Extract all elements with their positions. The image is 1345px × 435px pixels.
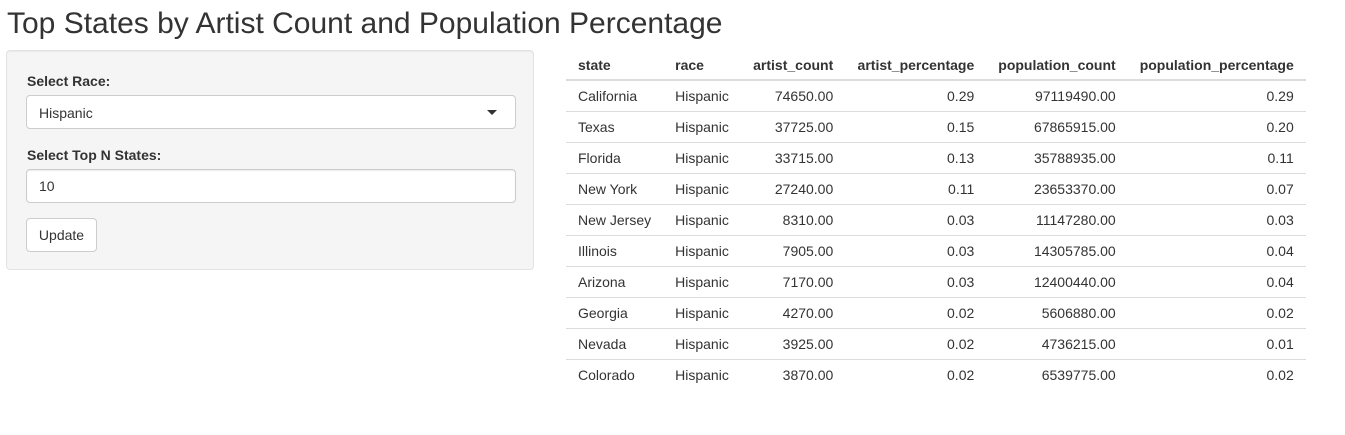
cell-artist-count: 27240.00 xyxy=(741,173,846,205)
cell-population-count: 67865915.00 xyxy=(986,111,1128,143)
table-row: California Hispanic 74650.00 0.29 971194… xyxy=(566,80,1306,112)
cell-artist-percentage: 0.03 xyxy=(845,266,987,298)
cell-population-percentage: 0.04 xyxy=(1127,235,1306,267)
cell-artist-percentage: 0.13 xyxy=(845,142,987,174)
caret-down-icon xyxy=(487,110,497,115)
cell-state: Illinois xyxy=(566,235,664,267)
cell-artist-percentage: 0.29 xyxy=(947,88,975,104)
cell-population-count: 97119490.00 xyxy=(1034,88,1116,104)
table-row: Colorado Hispanic 3870.00 0.02 6539775.0… xyxy=(566,359,1306,390)
cell-artist-count: 37725.00 xyxy=(741,111,846,143)
table-row: Georgia Hispanic 4270.00 0.02 5606880.00… xyxy=(566,297,1306,329)
cell-population-count: 6539775.00 xyxy=(986,359,1128,390)
cell-artist-count: 74650.00 xyxy=(774,88,834,104)
cell-population-percentage: 0.02 xyxy=(1127,359,1306,390)
column-header-population-percentage[interactable]: population_percentage xyxy=(1127,50,1306,81)
cell-population-count: 5606880.00 xyxy=(986,297,1128,329)
cell-population-percentage: 0.03 xyxy=(1127,204,1306,236)
cell-state: New Jersey xyxy=(566,204,664,236)
cell-race: Hispanic xyxy=(663,328,742,360)
cell-population-percentage: 0.07 xyxy=(1127,173,1306,205)
cell-race: Hispanic xyxy=(675,88,729,104)
cell-population-percentage: 0.04 xyxy=(1127,266,1306,298)
cell-race: Hispanic xyxy=(663,297,742,329)
table-row: Florida Hispanic 33715.00 0.13 35788935.… xyxy=(566,142,1306,174)
cell-race: Hispanic xyxy=(663,359,742,390)
cell-race: Hispanic xyxy=(663,204,742,236)
cell-population-percentage: 0.20 xyxy=(1127,111,1306,143)
cell-race: Hispanic xyxy=(663,142,742,174)
cell-state: Georgia xyxy=(566,297,664,329)
race-label: Select Race: xyxy=(27,73,111,89)
cell-state: Florida xyxy=(566,142,664,174)
cell-artist-count: 4270.00 xyxy=(741,297,846,329)
table-header-row: state race artist_count artist_percentag… xyxy=(566,50,1306,81)
column-header-race[interactable]: race xyxy=(663,50,742,81)
cell-population-count: 12400440.00 xyxy=(986,266,1128,298)
cell-state: Texas xyxy=(566,111,664,143)
cell-artist-count: 33715.00 xyxy=(741,142,846,174)
cell-population-count: 11147280.00 xyxy=(986,204,1128,236)
cell-artist-percentage: 0.03 xyxy=(845,204,987,236)
cell-population-count: 35788935.00 xyxy=(986,142,1128,174)
cell-artist-percentage: 0.02 xyxy=(845,328,987,360)
table-row: Illinois Hispanic 7905.00 0.03 14305785.… xyxy=(566,235,1306,267)
column-header-artist-count[interactable]: artist_count xyxy=(741,50,846,81)
results-table-container: state race artist_count artist_percentag… xyxy=(566,50,1306,390)
cell-artist-count: 7905.00 xyxy=(741,235,846,267)
table-row: Nevada Hispanic 3925.00 0.02 4736215.00 … xyxy=(566,328,1306,360)
cell-state: Colorado xyxy=(566,359,664,390)
cell-population-count: 23653370.00 xyxy=(986,173,1128,205)
cell-population-percentage: 0.29 xyxy=(1266,88,1294,104)
cell-population-percentage: 0.02 xyxy=(1127,297,1306,329)
cell-race: Hispanic xyxy=(663,173,742,205)
cell-state: California xyxy=(578,88,638,104)
race-select[interactable]: Hispanic xyxy=(26,95,516,129)
cell-population-percentage: 0.01 xyxy=(1127,328,1306,360)
table-row: New Jersey Hispanic 8310.00 0.03 1114728… xyxy=(566,204,1306,236)
cell-race: Hispanic xyxy=(663,266,742,298)
cell-artist-percentage: 0.03 xyxy=(845,235,987,267)
cell-state: Arizona xyxy=(566,266,664,298)
cell-artist-percentage: 0.15 xyxy=(845,111,987,143)
cell-artist-count: 3870.00 xyxy=(741,359,846,390)
cell-artist-count: 7170.00 xyxy=(741,266,846,298)
column-header-population-count[interactable]: population_count xyxy=(986,50,1128,81)
table-row: Arizona Hispanic 7170.00 0.03 12400440.0… xyxy=(566,266,1306,298)
column-header-state[interactable]: state xyxy=(566,50,664,81)
table-row: New York Hispanic 27240.00 0.11 23653370… xyxy=(566,173,1306,205)
sidebar-panel: Select Race: Hispanic Select Top N State… xyxy=(6,50,534,270)
race-select-value: Hispanic xyxy=(39,105,93,121)
update-button[interactable]: Update xyxy=(26,218,97,252)
topn-label: Select Top N States: xyxy=(27,147,162,163)
cell-artist-percentage: 0.02 xyxy=(845,297,987,329)
page-title: Top States by Artist Count and Populatio… xyxy=(7,7,723,40)
cell-population-count: 14305785.00 xyxy=(986,235,1128,267)
table-row: Texas Hispanic 37725.00 0.15 67865915.00… xyxy=(566,111,1306,143)
cell-race: Hispanic xyxy=(663,111,742,143)
cell-artist-count: 8310.00 xyxy=(741,204,846,236)
column-header-artist-percentage[interactable]: artist_percentage xyxy=(845,50,987,81)
cell-population-percentage: 0.11 xyxy=(1127,142,1306,174)
cell-artist-percentage: 0.11 xyxy=(845,173,987,205)
results-table: state race artist_count artist_percentag… xyxy=(566,50,1306,390)
cell-race: Hispanic xyxy=(663,235,742,267)
topn-input[interactable] xyxy=(26,169,516,203)
cell-state: New York xyxy=(566,173,664,205)
cell-artist-count: 3925.00 xyxy=(741,328,846,360)
cell-population-count: 4736215.00 xyxy=(986,328,1128,360)
cell-state: Nevada xyxy=(566,328,664,360)
cell-artist-percentage: 0.02 xyxy=(845,359,987,390)
